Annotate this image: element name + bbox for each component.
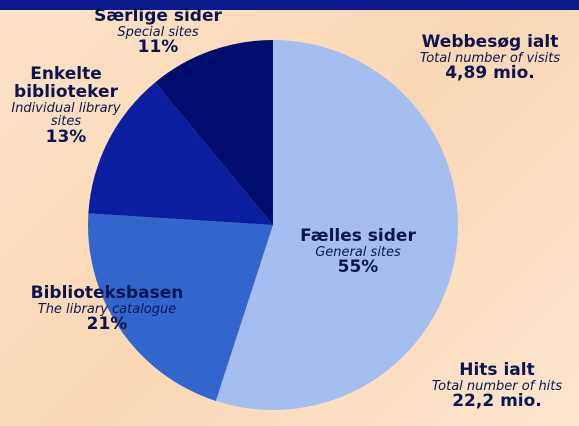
slice-label: Enkelte biblioteker Individual library si… [11,64,121,147]
pie-slice [155,40,273,225]
slice-label: Biblioteksbasen The library catalogue 21% [12,283,202,335]
slice-name: Fælles sider [300,226,416,246]
slice-label: Særlige sider Special sites 11% [93,6,223,58]
annotation: Webbesøg ialt Total number of visits 4,89 … [405,32,575,84]
annotation-value: 22,2 mio. [452,391,542,412]
slice-percent: 21% [86,314,128,335]
slice-name: Særlige sider [94,6,222,26]
pie-slice [215,40,458,411]
annotation-value: 4,89 mio. [445,63,535,84]
slice-subtitle: The library catalogue [37,301,177,317]
annotation-subtitle: Total number of visits [419,50,561,66]
annotation-title: Webbesøg ialt [421,32,559,52]
slice-percent: 11% [137,37,179,58]
slice-name: Biblioteksbasen [30,283,184,303]
slice-name: Enkelte biblioteker [14,64,118,102]
slice-percent: 13% [45,126,87,147]
annotation-subtitle: Total number of hits [431,378,563,394]
slice-subtitle: General sites [315,244,401,260]
annotation: Hits ialt Total number of hits 22,2 mio. [412,360,579,412]
slice-percent: 55% [337,257,379,278]
pie-slice [88,82,274,225]
pie-slice [88,213,273,401]
slice-subtitle: Individual library sites [11,100,121,130]
slice-label: Fælles sider General sites 55% [273,226,443,278]
header-band [0,0,579,10]
slice-subtitle: Special sites [117,24,199,40]
annotation-title: Hits ialt [459,360,535,380]
